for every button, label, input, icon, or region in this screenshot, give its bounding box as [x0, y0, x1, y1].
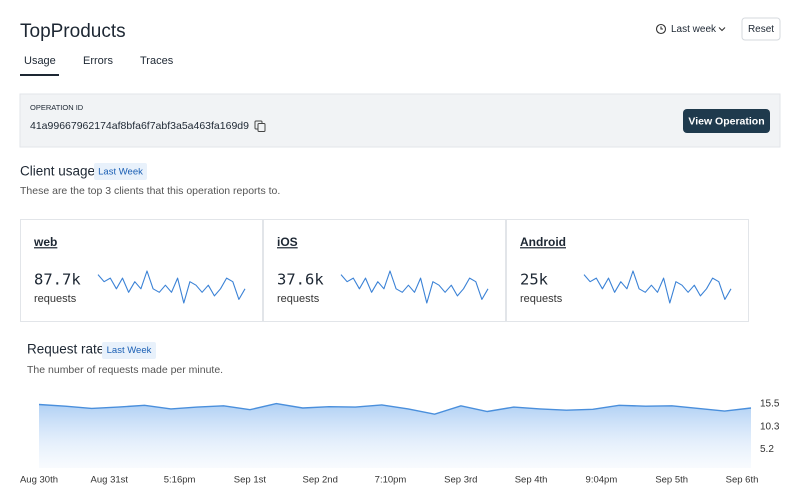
x-tick-label: 9:04pm — [586, 475, 618, 486]
x-tick-label: Sep 5th — [655, 475, 688, 486]
client-unit: requests — [277, 293, 320, 305]
badge-label: Last Week — [107, 345, 152, 356]
reset-label: Reset — [748, 24, 774, 35]
y-tick-label: 5.2 — [760, 444, 774, 455]
x-tick-label: Aug 30th — [20, 475, 58, 486]
date-range-label: Last week — [671, 24, 717, 35]
badge — [102, 342, 156, 359]
area — [39, 403, 751, 468]
y-tick-label: 15.5 — [760, 399, 780, 410]
x-tick-label: 5:16pm — [164, 475, 196, 486]
view-operation-label: View Operation — [688, 115, 764, 127]
y-tick-label: 10.3 — [760, 422, 780, 433]
tab[interactable]: Traces — [140, 55, 174, 67]
badge — [94, 163, 147, 180]
x-tick-label: Sep 2nd — [302, 475, 337, 486]
client-value: 25k — [520, 271, 549, 289]
client-cards: web 87.7k requests iOS 37.6k requests Android 2… — [20, 219, 749, 322]
client-name[interactable]: Android — [520, 235, 566, 249]
reset-button[interactable]: Reset — [741, 17, 781, 41]
section-subtitle: These are the top 3 clients that this op… — [20, 185, 280, 197]
client-name[interactable]: web — [33, 235, 57, 249]
client-card — [263, 219, 506, 322]
x-tick-label: Aug 31st — [91, 475, 129, 486]
x-tick-label: Sep 3rd — [444, 475, 477, 486]
tab[interactable]: Usage — [24, 55, 56, 67]
section-title: Client usage — [20, 164, 95, 179]
x-tick-label: 7:10pm — [375, 475, 407, 486]
line — [38, 402, 752, 415]
badge-label: Last Week — [98, 167, 143, 178]
date-range-button[interactable]: Last week — [655, 23, 726, 35]
client-card — [506, 219, 749, 322]
tab-underline — [20, 74, 59, 76]
section-title: Request rate — [27, 342, 104, 357]
sparkline — [583, 270, 732, 304]
view-operation-button[interactable]: View Operation — [683, 109, 770, 133]
x-tick-label: Sep 6th — [726, 475, 759, 486]
operation-id: 41a99667962174af8bfa6f7abf3a5a463fa169d9 — [30, 120, 249, 132]
x-tick-label: Sep 1st — [234, 475, 267, 486]
section-subtitle: The number of requests made per minute. — [27, 364, 223, 376]
request-rate-chart: 15.5 10.3 5.2 Aug 30th Aug 31st 5:16pm Sep 1st… — [20, 399, 780, 486]
client-value: 37.6k — [277, 271, 324, 289]
x-tick-label: Sep 4th — [515, 475, 548, 486]
client-card — [20, 219, 263, 322]
client-name[interactable]: iOS — [277, 235, 298, 249]
copy-icon[interactable] — [254, 120, 266, 132]
operation-box — [19, 93, 781, 148]
tab[interactable]: Errors — [83, 55, 113, 67]
client-unit: requests — [520, 293, 563, 305]
operation-label: OPERATION ID — [30, 103, 84, 112]
client-value: 87.7k — [34, 271, 81, 289]
sparkline — [97, 270, 246, 304]
page-title: TopProducts — [20, 21, 126, 42]
sparkline — [340, 270, 489, 304]
client-unit: requests — [34, 293, 77, 305]
